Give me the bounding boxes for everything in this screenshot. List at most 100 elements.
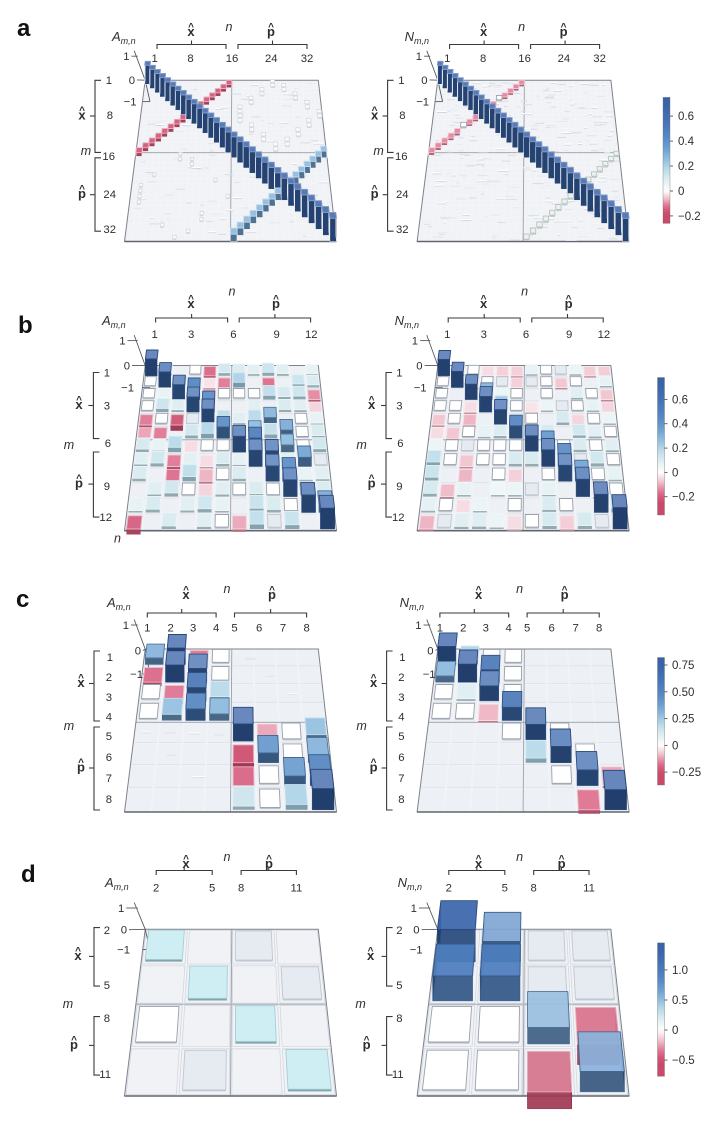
svg-text:^: ^ (268, 22, 274, 33)
svg-text:7: 7 (106, 773, 112, 785)
svg-text:6: 6 (106, 752, 112, 764)
svg-text:1: 1 (398, 75, 404, 87)
svg-text:x: x (370, 675, 378, 690)
svg-text:p: p (272, 296, 280, 311)
svg-text:p: p (565, 296, 573, 311)
svg-text:^: ^ (368, 946, 374, 957)
svg-text:5: 5 (231, 623, 237, 635)
svg-text:b: b (18, 312, 33, 339)
svg-text:p: p (560, 24, 568, 39)
svg-text:6: 6 (523, 329, 529, 341)
svg-text:x: x (182, 856, 190, 871)
svg-text:12: 12 (99, 512, 112, 524)
svg-text:n: n (114, 532, 121, 546)
svg-text:0.4: 0.4 (678, 136, 695, 148)
svg-text:5: 5 (104, 980, 110, 992)
svg-text:−0.5: −0.5 (672, 1055, 695, 1067)
svg-text:9: 9 (104, 481, 110, 493)
svg-text:^: ^ (79, 106, 85, 117)
svg-text:3: 3 (188, 329, 194, 341)
svg-text:8: 8 (106, 794, 112, 806)
svg-text:^: ^ (566, 294, 572, 305)
svg-text:7: 7 (572, 623, 578, 635)
svg-text:−1: −1 (414, 383, 427, 395)
svg-text:n: n (224, 582, 231, 596)
svg-text:c: c (16, 586, 29, 613)
svg-text:^: ^ (559, 854, 565, 865)
svg-text:1: 1 (412, 336, 418, 348)
svg-text:m: m (355, 997, 365, 1011)
svg-text:^: ^ (561, 22, 567, 33)
svg-text:16: 16 (518, 53, 531, 65)
svg-text:11: 11 (583, 883, 595, 895)
svg-text:x: x (187, 296, 195, 311)
svg-text:^: ^ (269, 585, 275, 596)
svg-text:^: ^ (369, 474, 375, 485)
svg-text:p: p (371, 186, 379, 201)
svg-text:a: a (17, 15, 31, 42)
svg-text:−1: −1 (117, 945, 130, 957)
svg-text:^: ^ (183, 585, 189, 596)
svg-text:^: ^ (78, 758, 84, 769)
svg-text:3: 3 (481, 329, 487, 341)
svg-text:m: m (63, 997, 73, 1011)
svg-text:d: d (21, 861, 36, 888)
svg-text:x: x (187, 24, 195, 39)
svg-text:x: x (368, 397, 376, 412)
svg-text:x: x (367, 948, 375, 963)
svg-text:−0.2: −0.2 (678, 211, 701, 223)
svg-text:4: 4 (106, 712, 112, 724)
svg-text:0.6: 0.6 (678, 111, 694, 123)
svg-text:24: 24 (396, 189, 409, 201)
svg-text:8: 8 (399, 110, 405, 122)
svg-text:1: 1 (396, 368, 402, 380)
svg-text:p: p (70, 1037, 78, 1052)
svg-text:32: 32 (103, 224, 116, 236)
svg-text:16: 16 (102, 151, 115, 163)
svg-text:^: ^ (371, 758, 377, 769)
svg-text:3: 3 (396, 401, 402, 413)
svg-text:1.0: 1.0 (672, 965, 688, 977)
svg-text:m: m (81, 144, 91, 158)
svg-text:−1: −1 (416, 97, 429, 109)
svg-text:1: 1 (152, 53, 158, 65)
svg-text:x: x (371, 108, 379, 123)
svg-text:1: 1 (444, 53, 450, 65)
svg-text:p: p (265, 856, 273, 871)
svg-text:0.50: 0.50 (672, 687, 694, 699)
svg-text:0: 0 (672, 740, 678, 752)
svg-text:8: 8 (398, 794, 404, 806)
svg-text:0: 0 (672, 1025, 678, 1037)
svg-text:11: 11 (99, 1069, 111, 1081)
svg-text:8: 8 (480, 53, 486, 65)
svg-text:6: 6 (230, 329, 236, 341)
svg-text:^: ^ (372, 184, 378, 195)
svg-text:0.5: 0.5 (672, 995, 688, 1007)
svg-text:11: 11 (291, 883, 303, 895)
svg-text:−0.25: −0.25 (672, 767, 701, 779)
svg-text:4: 4 (506, 623, 512, 635)
svg-text:0: 0 (421, 75, 427, 87)
svg-text:^: ^ (481, 22, 487, 33)
svg-text:^: ^ (476, 854, 482, 865)
svg-text:3: 3 (190, 623, 196, 635)
svg-text:3: 3 (106, 692, 112, 704)
svg-text:32: 32 (593, 53, 606, 65)
svg-text:0: 0 (416, 361, 422, 373)
svg-text:6: 6 (397, 438, 403, 450)
svg-text:11: 11 (392, 1069, 404, 1081)
svg-text:n: n (224, 850, 231, 864)
svg-text:3: 3 (483, 623, 489, 635)
svg-text:6: 6 (256, 623, 262, 635)
svg-text:1: 1 (107, 652, 113, 664)
svg-text:0: 0 (672, 467, 678, 479)
svg-text:^: ^ (562, 585, 568, 596)
svg-text:n: n (521, 285, 528, 299)
svg-text:^: ^ (76, 395, 82, 406)
svg-text:p: p (368, 476, 376, 491)
svg-text:^: ^ (481, 294, 487, 305)
svg-text:^: ^ (364, 1035, 370, 1046)
svg-text:−1: −1 (130, 669, 143, 681)
svg-text:16: 16 (395, 151, 408, 163)
svg-text:1: 1 (416, 51, 422, 63)
